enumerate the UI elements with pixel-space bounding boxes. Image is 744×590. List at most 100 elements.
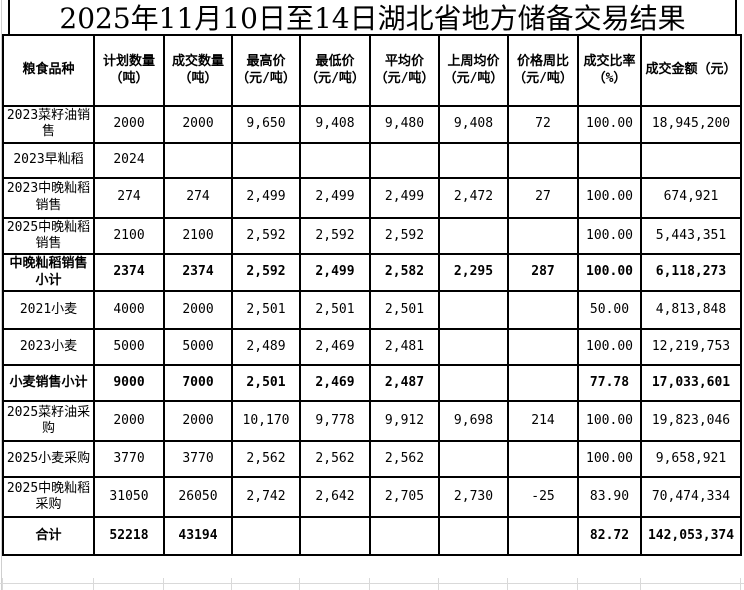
value-cell: 72 — [507, 105, 579, 144]
value-cell: 2100 — [93, 216, 165, 255]
value-cell — [438, 364, 509, 402]
faint-column-gridline — [2, 578, 3, 590]
value-cell: 9,408 — [299, 105, 371, 144]
value-cell: 2,592 — [231, 253, 301, 292]
column-header: 最高价 （元/吨） — [231, 34, 301, 107]
value-cell: 2,562 — [369, 440, 440, 478]
faint-column-gridline — [231, 578, 232, 590]
page-title: 2025年11月10日至14日湖北省地方储备交易结果 — [8, 0, 737, 35]
value-cell: 9,778 — [299, 400, 371, 442]
value-cell: 100.00 — [577, 253, 642, 292]
row-label-cell: 2025小麦采购 — [2, 440, 95, 478]
value-cell — [438, 516, 509, 556]
value-cell: 12,219,753 — [640, 328, 742, 366]
value-cell — [438, 141, 509, 179]
value-cell: 82.72 — [577, 516, 642, 556]
column-header: 平均价 （元/吨） — [369, 34, 440, 107]
column-header: 成交数量 （吨） — [163, 34, 233, 107]
value-cell — [507, 290, 579, 330]
row-label-cell: 中晚籼稻销售小计 — [2, 253, 95, 292]
value-cell — [507, 516, 579, 556]
value-cell: 5000 — [163, 328, 233, 366]
value-cell: 674,921 — [640, 176, 742, 219]
table-row: 中晚籼稻销售小计 2374 2374 2,592 2,499 2,582 2,295 287 1… — [2, 253, 742, 292]
value-cell: 100.00 — [577, 440, 642, 478]
value-cell — [163, 141, 233, 179]
table-row: 合计 52218 43194 82.72 142,053,374 — [2, 516, 742, 556]
faint-column-gridline — [740, 578, 741, 590]
table-row: 2025中晚籼稻采购 31050 26050 2,742 2,642 2,705 2,730… — [2, 476, 742, 518]
value-cell: 2,295 — [438, 253, 509, 292]
value-cell: 70,474,334 — [640, 476, 742, 518]
value-cell: 3770 — [93, 440, 165, 478]
value-cell: 9,912 — [369, 400, 440, 442]
value-cell: 2,487 — [369, 364, 440, 402]
value-cell — [231, 516, 301, 556]
table-header-row: 粮食品种 计划数量 （吨） 成交数量 （吨） 最高价 （元/吨） 最低价 （元/吨） 平均… — [2, 34, 742, 107]
faint-row-gridline — [0, 583, 744, 584]
value-cell — [438, 290, 509, 330]
value-cell: 2,592 — [369, 216, 440, 255]
value-cell: 19,823,046 — [640, 400, 742, 442]
value-cell: 2000 — [163, 290, 233, 330]
row-label-cell: 2023菜籽油销售 — [2, 105, 95, 144]
value-cell: 83.90 — [577, 476, 642, 518]
value-cell — [438, 328, 509, 366]
column-header: 上周均价 （元/吨） — [438, 34, 509, 107]
value-cell: 26050 — [163, 476, 233, 518]
row-label-cell: 2023中晚籼稻销售 — [2, 176, 95, 219]
value-cell: 9,650 — [231, 105, 301, 144]
value-cell — [577, 141, 642, 179]
table-row: 小麦销售小计 9000 7000 2,501 2,469 2,487 77.78 17,033… — [2, 364, 742, 402]
value-cell: 5000 — [93, 328, 165, 366]
value-cell: 2,642 — [299, 476, 371, 518]
value-cell: 9,408 — [438, 105, 509, 144]
value-cell — [507, 141, 579, 179]
value-cell: 7000 — [163, 364, 233, 402]
row-label-cell: 2021小麦 — [2, 290, 95, 330]
column-header: 成交比率 （%） — [577, 34, 642, 107]
table-row: 2025中晚籼稻销售 2100 2100 2,592 2,592 2,592 100.00 5… — [2, 216, 742, 255]
left-edge-gridline — [1, 0, 2, 590]
table-row: 2025小麦采购 3770 3770 2,562 2,562 2,562 100.00 9,6… — [2, 440, 742, 478]
value-cell: 100.00 — [577, 328, 642, 366]
value-cell: 2,481 — [369, 328, 440, 366]
value-cell: 2374 — [163, 253, 233, 292]
value-cell: 17,033,601 — [640, 364, 742, 402]
table-row: 2023小麦 5000 5000 2,489 2,469 2,481 100.00 12,21… — [2, 328, 742, 366]
value-cell: 2000 — [163, 105, 233, 144]
column-header: 最低价 （元/吨） — [299, 34, 371, 107]
value-cell: 2000 — [163, 400, 233, 442]
value-cell: 100.00 — [577, 105, 642, 144]
value-cell: 3770 — [163, 440, 233, 478]
value-cell: 9000 — [93, 364, 165, 402]
value-cell: 50.00 — [577, 290, 642, 330]
table-row: 2023中晚籼稻销售 274 274 2,499 2,499 2,499 2,472 27 10… — [2, 176, 742, 219]
value-cell: 2,501 — [369, 290, 440, 330]
row-label-cell: 2023小麦 — [2, 328, 95, 366]
value-cell: 274 — [93, 176, 165, 219]
value-cell: 100.00 — [577, 176, 642, 219]
value-cell: 2,469 — [299, 328, 371, 366]
value-cell — [507, 328, 579, 366]
faint-column-gridline — [369, 578, 370, 590]
value-cell — [507, 364, 579, 402]
value-cell: 77.78 — [577, 364, 642, 402]
value-cell — [507, 440, 579, 478]
table-row: 2021小麦 4000 2000 2,501 2,501 2,501 50.00 4,813,… — [2, 290, 742, 330]
row-label-cell: 小麦销售小计 — [2, 364, 95, 402]
row-label-cell: 2023早籼稻 — [2, 141, 95, 179]
value-cell: 2,499 — [369, 176, 440, 219]
value-cell: 27 — [507, 176, 579, 219]
value-cell: 5,443,351 — [640, 216, 742, 255]
value-cell: 100.00 — [577, 216, 642, 255]
value-cell: 2,499 — [299, 253, 371, 292]
value-cell: 2374 — [93, 253, 165, 292]
value-cell: 2,499 — [231, 176, 301, 219]
value-cell — [299, 516, 371, 556]
value-cell: 2,730 — [438, 476, 509, 518]
value-cell: 142,053,374 — [640, 516, 742, 556]
table-row: 2023早籼稻 2024 — [2, 141, 742, 179]
faint-column-gridline — [507, 578, 508, 590]
